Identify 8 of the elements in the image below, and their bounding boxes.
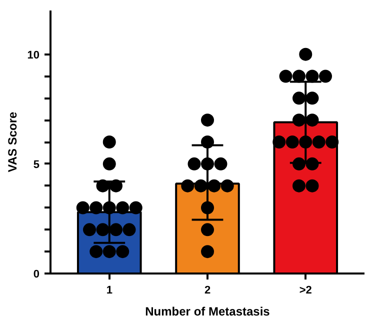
x-tick-label: 1 (106, 284, 112, 296)
y-tick-label: 10 (27, 49, 40, 62)
x-tick-label: >2 (299, 284, 312, 296)
x-tick-label: 2 (204, 284, 211, 296)
x-axis-title: Number of Metastasis (145, 304, 270, 318)
y-tick-label: 5 (33, 158, 40, 171)
y-axis-title: VAS Score (5, 111, 20, 172)
y-tick-label: 0 (33, 268, 40, 280)
